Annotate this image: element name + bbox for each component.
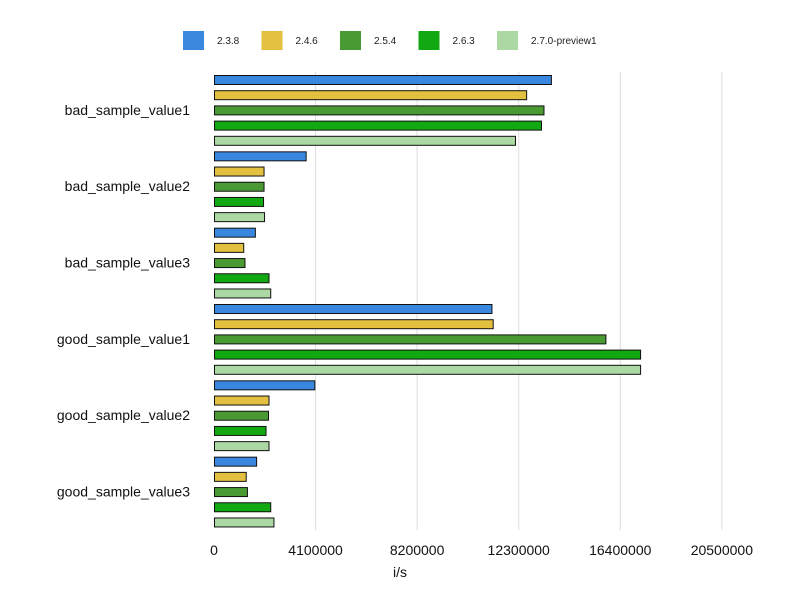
category-label-3: good_sample_value1 [57,331,190,347]
bar-good_sample_value1-2.5.4 [214,334,607,345]
bar-bad_sample_value2-2.4.6 [214,166,265,177]
bar-good_sample_value2-2.7.0-preview1 [214,441,270,452]
bar-bad_sample_value2-2.5.4 [214,181,265,192]
bar-bad_sample_value3-2.3.8 [214,227,256,238]
category-label-5: good_sample_value3 [57,484,190,500]
legend-label-2: 2.5.4 [374,36,397,47]
bar-good_sample_value3-2.5.4 [214,487,248,498]
bar-good_sample_value1-2.6.3 [214,349,642,360]
bar-bad_sample_value2-2.3.8 [214,151,307,162]
category-label-1: bad_sample_value2 [65,178,191,194]
bar-good_sample_value3-2.3.8 [214,456,258,467]
bar-bad_sample_value2-2.6.3 [214,196,265,207]
legend-item-0: 2.3.8 [183,31,240,50]
legend-item-1: 2.4.6 [261,31,319,50]
bar-bad_sample_value3-2.6.3 [214,273,270,284]
bar-bad_sample_value1-2.5.4 [214,105,545,116]
bar-good_sample_value1-2.3.8 [214,304,493,314]
bar-good_sample_value1-2.4.6 [214,319,494,330]
bar-bad_sample_value2-2.7.0-preview1 [214,212,266,223]
legend-swatch-0 [183,31,204,50]
bars [214,75,642,528]
x-tick-label-0: 0 [210,542,218,558]
bar-good_sample_value2-2.6.3 [214,425,267,436]
bar-bad_sample_value3-2.5.4 [214,258,246,269]
bar-good_sample_value2-2.3.8 [214,380,316,391]
x-tick-label-4: 16400000 [589,542,652,558]
category-label-2: bad_sample_value3 [65,255,191,271]
category-label-0: bad_sample_value1 [65,102,191,118]
x-tick-label-2: 8200000 [390,542,445,558]
legend-item-2: 2.5.4 [340,31,397,50]
category-label-4: good_sample_value2 [57,407,190,423]
legend-label-1: 2.4.6 [296,36,319,47]
bar-bad_sample_value3-2.7.0-preview1 [214,288,272,299]
legend-label-0: 2.3.8 [217,36,240,47]
x-tick-label-5: 20500000 [691,542,754,558]
bar-bad_sample_value1-2.3.8 [214,75,552,85]
legend-swatch-3 [418,31,440,50]
legend-swatch-1 [261,31,283,50]
bar-good_sample_value3-2.6.3 [214,502,272,513]
bar-bad_sample_value1-2.7.0-preview1 [214,135,516,146]
legend-item-3: 2.6.3 [418,31,476,50]
legend-item-4: 2.7.0-preview1 [497,31,597,50]
legend-label-4: 2.7.0-preview1 [531,36,597,47]
bar-bad_sample_value1-2.4.6 [214,90,528,101]
bar-good_sample_value2-2.4.6 [214,395,270,406]
bar-good_sample_value3-2.4.6 [214,471,247,482]
bar-good_sample_value3-2.7.0-preview1 [214,517,275,528]
x-tick-label-1: 4100000 [288,542,343,558]
grid [315,72,723,530]
legend: 2.3.8 2.4.6 2.5.4 2.6.3 2.7.0-preview1 [183,31,597,50]
x-tick-label-3: 12300000 [488,542,551,558]
legend-swatch-4 [497,31,518,50]
bar-good_sample_value2-2.5.4 [214,410,270,421]
x-axis-ticks: 0 4100000 8200000 12300000 16400000 20500000 [210,542,753,558]
bar-bad_sample_value1-2.6.3 [214,120,542,131]
legend-swatch-2 [340,31,361,50]
bar-bad_sample_value3-2.4.6 [214,242,245,253]
bar-good_sample_value1-2.7.0-preview1 [214,364,642,375]
x-axis-title: i/s [393,564,407,580]
legend-label-3: 2.6.3 [453,36,476,47]
category-labels: bad_sample_value1 bad_sample_value2 bad_sa… [57,102,190,500]
